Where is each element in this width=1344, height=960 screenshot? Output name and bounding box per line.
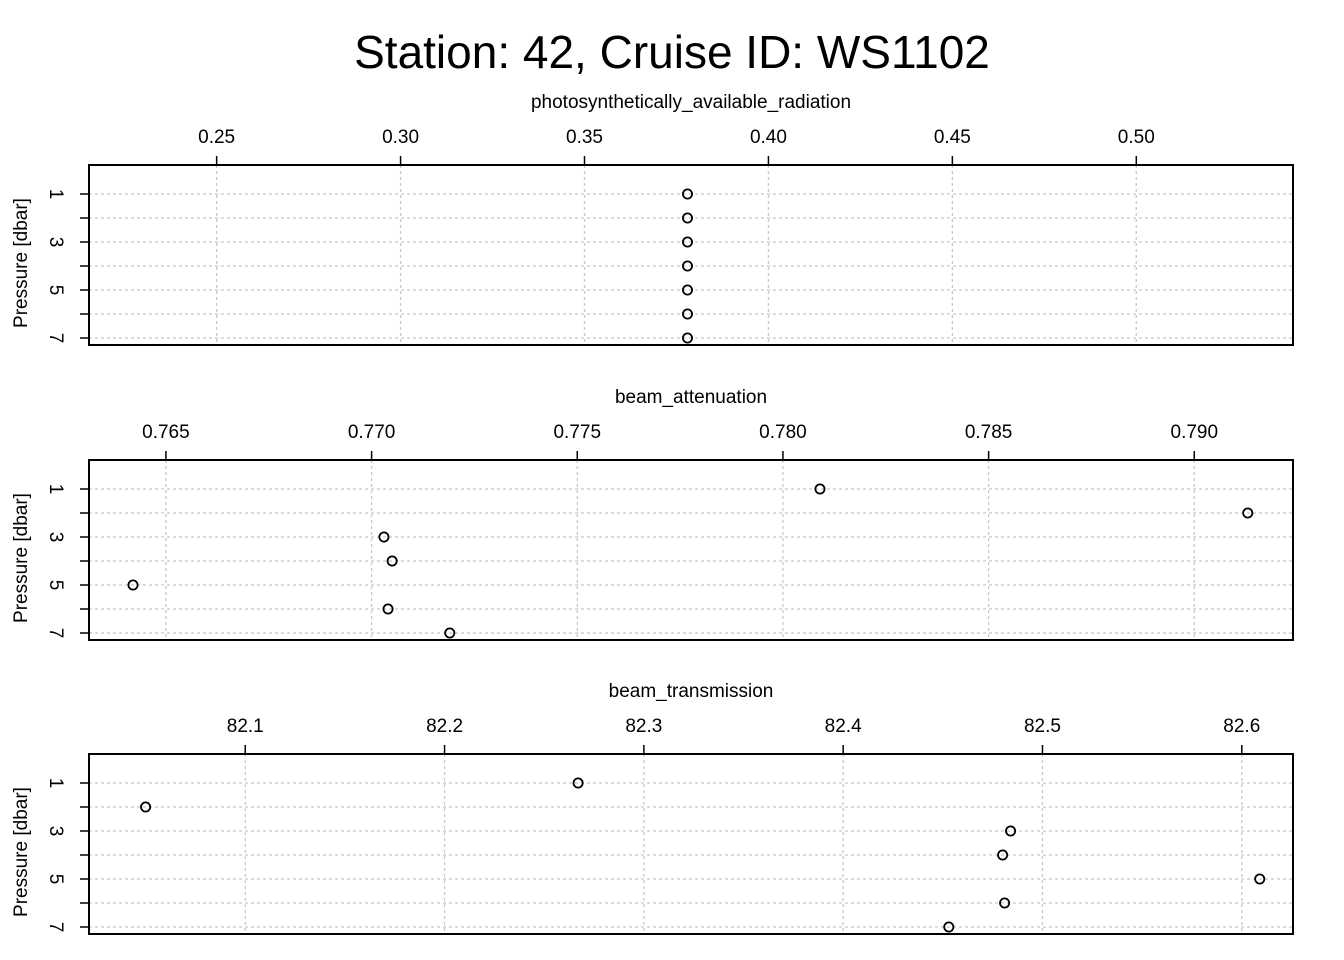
data-point <box>814 483 826 495</box>
x-tick-label: 0.765 <box>142 422 190 443</box>
data-point <box>1242 507 1254 519</box>
y-tick-label: 7 <box>45 922 66 933</box>
data-point <box>1254 873 1266 885</box>
x-tick-label: 0.40 <box>750 127 787 148</box>
plot-frame <box>88 459 1294 641</box>
data-point <box>682 260 694 272</box>
x-tick-label: 82.3 <box>625 716 662 737</box>
x-tick-label: 0.770 <box>348 422 396 443</box>
x-tick-label: 0.780 <box>759 422 807 443</box>
x-axis-label: beam_transmission <box>609 681 774 702</box>
x-tick-label: 82.5 <box>1024 716 1061 737</box>
x-tick-label: 0.25 <box>198 127 235 148</box>
x-tick-label: 0.785 <box>965 422 1013 443</box>
x-tick-label: 82.1 <box>227 716 264 737</box>
data-point <box>682 236 694 248</box>
y-tick-label: 3 <box>45 826 66 837</box>
x-tick-label: 0.790 <box>1171 422 1219 443</box>
y-tick-label: 7 <box>45 333 66 344</box>
data-point <box>1005 825 1017 837</box>
data-point <box>999 897 1011 909</box>
plot-frame <box>88 164 1294 346</box>
panels: photosynthetically_available_radiation 0.… <box>11 92 1294 935</box>
data-point <box>378 531 390 543</box>
data-point <box>997 849 1009 861</box>
panel-2: beam_attenuation 0.765 0.770 0.775 0.780 0.78… <box>11 387 1294 641</box>
data-point <box>386 555 398 567</box>
y-tick-label: 3 <box>45 532 66 543</box>
panel-1: photosynthetically_available_radiation 0.… <box>11 92 1294 346</box>
chart-title: Station: 42, Cruise ID: WS1102 <box>354 26 990 78</box>
x-axis-label: beam_attenuation <box>615 387 767 408</box>
x-tick-label: 82.4 <box>825 716 862 737</box>
y-tick-label: 5 <box>45 874 66 885</box>
x-axis-label: photosynthetically_available_radiation <box>531 92 851 113</box>
data-point <box>682 308 694 320</box>
panel-3: beam_transmission 82.1 82.2 82.3 82.4 82.5 82.… <box>11 681 1294 935</box>
data-point <box>140 801 152 813</box>
y-tick-label: 1 <box>45 484 66 495</box>
x-tick-label: 0.35 <box>566 127 603 148</box>
data-point <box>444 627 456 639</box>
data-point <box>682 332 694 344</box>
data-point <box>572 777 584 789</box>
y-axis-label: Pressure [dbar] <box>11 787 32 917</box>
y-tick-label: 3 <box>45 237 66 248</box>
plot-frame <box>88 753 1294 935</box>
y-tick-label: 1 <box>45 189 66 200</box>
y-tick-label: 5 <box>45 285 66 296</box>
y-tick-label: 7 <box>45 628 66 639</box>
data-point <box>682 212 694 224</box>
data-point <box>943 921 955 933</box>
x-tick-label: 0.30 <box>382 127 419 148</box>
data-point <box>382 603 394 615</box>
y-tick-label: 1 <box>45 778 66 789</box>
x-tick-label: 0.50 <box>1118 127 1155 148</box>
data-point <box>127 579 139 591</box>
y-axis-label: Pressure [dbar] <box>11 198 32 328</box>
data-point <box>682 188 694 200</box>
y-tick-label: 5 <box>45 580 66 591</box>
x-tick-label: 0.45 <box>934 127 971 148</box>
x-tick-label: 82.2 <box>426 716 463 737</box>
x-tick-label: 0.775 <box>553 422 601 443</box>
y-axis-label: Pressure [dbar] <box>11 493 32 623</box>
x-tick-label: 82.6 <box>1223 716 1260 737</box>
data-point <box>682 284 694 296</box>
